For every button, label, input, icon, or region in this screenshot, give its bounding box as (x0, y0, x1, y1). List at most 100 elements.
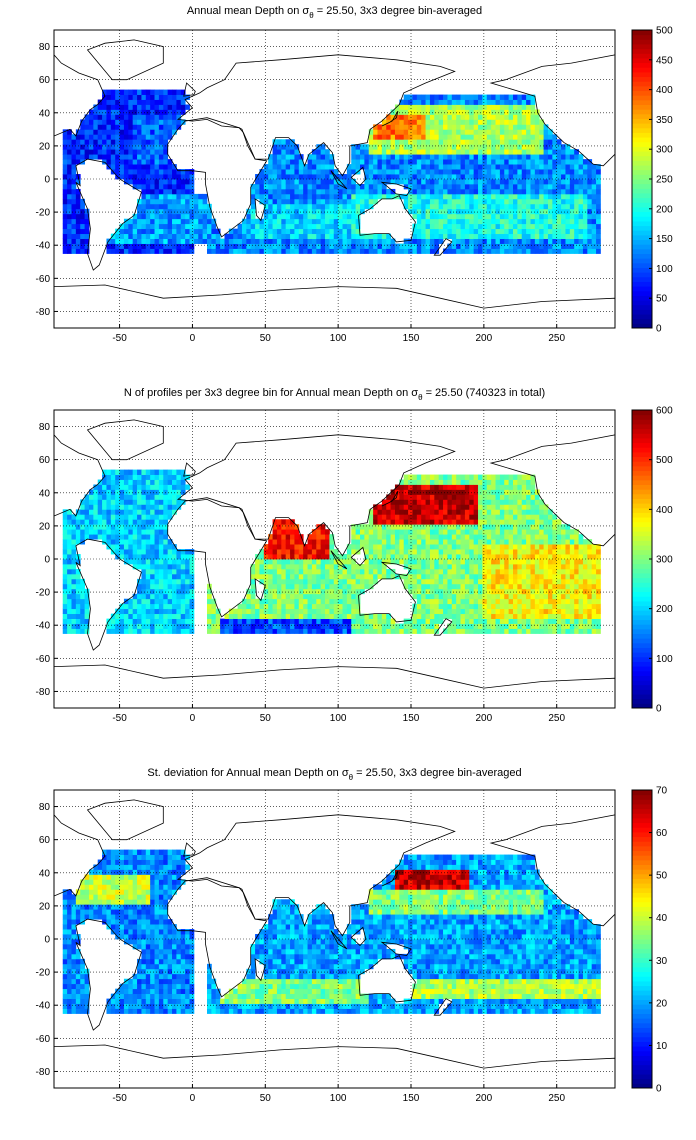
heat-cell (416, 248, 422, 254)
heat-cell (478, 563, 483, 570)
heat-cell (333, 623, 339, 629)
heat-cell (141, 243, 147, 249)
heat-cell (325, 198, 330, 205)
heat-cell (185, 243, 190, 249)
heat-cell (180, 554, 186, 560)
heat-cell (464, 474, 470, 480)
heat-cell (154, 243, 160, 249)
heat-cell (67, 174, 72, 180)
heat-cell (193, 193, 199, 200)
heat-cell (456, 494, 461, 500)
heat-cell (451, 479, 457, 485)
heat-cell (132, 243, 138, 249)
heat-cell (364, 563, 370, 570)
heat-cell (574, 198, 579, 205)
heat-cell (338, 203, 343, 210)
heat-cell (193, 208, 199, 215)
heat-cell (259, 549, 265, 555)
heat-cell (425, 104, 431, 110)
heat-cell (62, 549, 68, 555)
heat-cell (325, 588, 330, 595)
heat-cell (307, 623, 313, 629)
heat-cell (268, 169, 273, 175)
heat-cell (268, 554, 273, 560)
heat-cell (425, 514, 431, 520)
heat-cell (469, 559, 475, 565)
heat-cell (294, 213, 300, 220)
heat-cell (351, 248, 357, 254)
heat-cell (163, 238, 169, 244)
heat-cell (176, 598, 182, 605)
heat-cell (110, 509, 116, 515)
heat-cell (416, 149, 422, 155)
heat-cell (320, 549, 326, 555)
heat-cell (141, 169, 147, 175)
heat-cell (102, 484, 107, 490)
heat-cell (263, 623, 269, 629)
heat-cell (464, 238, 470, 244)
heat-cell (416, 554, 422, 560)
heat-cell (434, 243, 440, 249)
heat-cell (207, 243, 212, 249)
heat-cell (377, 509, 383, 515)
heat-cell (172, 213, 177, 220)
heat-cell (447, 529, 453, 535)
heat-cell (412, 484, 418, 490)
heat-cell (443, 159, 448, 165)
colorbar-step (632, 85, 652, 92)
heat-cell (167, 243, 173, 249)
heat-cell (325, 583, 330, 590)
heat-cell (434, 208, 440, 215)
heat-cell (355, 243, 361, 249)
heat-cell (320, 524, 326, 530)
heat-cell (429, 519, 435, 525)
heat-cell (172, 578, 177, 585)
heat-cell (71, 529, 77, 535)
heat-cell (486, 573, 492, 580)
heat-cell (303, 544, 308, 550)
heat-cell (513, 99, 518, 105)
heat-cell (412, 524, 418, 530)
heat-cell (456, 243, 461, 249)
heat-cell (193, 218, 199, 225)
heat-cell (154, 248, 160, 254)
heat-cell (547, 183, 553, 190)
heat-cell (67, 613, 72, 619)
heat-cell (250, 623, 256, 629)
heat-cell (403, 529, 409, 535)
heat-cell (521, 159, 527, 165)
heat-cell (478, 608, 483, 615)
heat-cell (329, 188, 335, 195)
heat-cell (163, 159, 169, 165)
heat-cell (132, 94, 138, 100)
heat-cell (316, 243, 322, 249)
heat-cell (276, 248, 282, 254)
heat-cell (403, 618, 409, 624)
heat-cell (443, 144, 448, 150)
heat-cell (368, 188, 374, 195)
heat-cell (102, 529, 107, 535)
heat-cell (464, 119, 470, 125)
heat-cell (456, 618, 461, 624)
heat-cell (421, 573, 426, 580)
heat-cell (456, 233, 461, 239)
heat-cell (486, 628, 492, 634)
heat-cell (268, 218, 273, 225)
heat-cell (189, 613, 195, 619)
heat-cell (346, 588, 352, 595)
heat-cell (316, 228, 322, 235)
heat-cell (71, 514, 77, 520)
heat-cell (106, 154, 112, 160)
heat-cell (106, 514, 112, 520)
heat-cell (482, 159, 488, 165)
heat-cell (342, 613, 348, 619)
heat-cell (596, 213, 601, 220)
heat-cell (158, 603, 164, 610)
heat-cell (189, 598, 195, 605)
heat-cell (167, 474, 173, 480)
heat-cell (438, 114, 444, 120)
x-tick-label: 0 (190, 333, 196, 344)
heat-cell (298, 598, 304, 605)
heat-cell (84, 114, 90, 120)
heat-cell (67, 628, 72, 634)
